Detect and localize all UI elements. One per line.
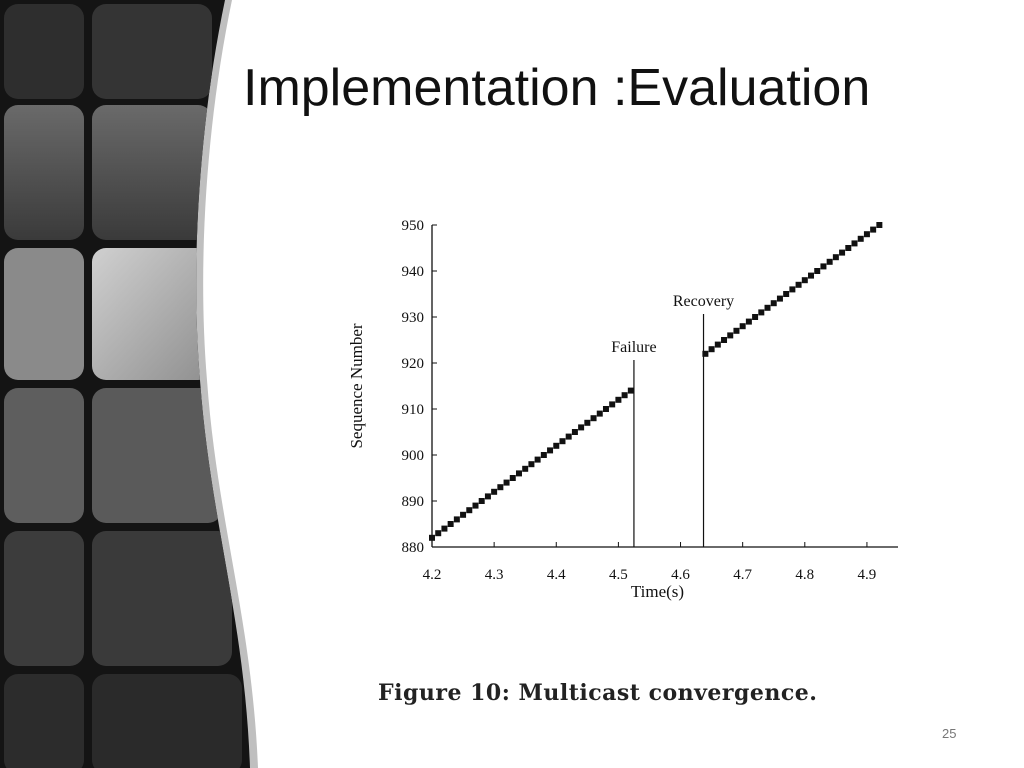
x-tick-label: 4.7 (733, 567, 752, 583)
data-point (429, 534, 435, 541)
data-point (808, 272, 815, 279)
data-point (540, 452, 547, 458)
x-tick-label: 4.4 (547, 567, 566, 583)
data-point (478, 498, 485, 504)
data-point (503, 479, 510, 486)
x-axis-label: Time(s) (631, 582, 684, 601)
y-tick-label: 940 (402, 264, 425, 280)
data-point (851, 240, 858, 247)
x-tick-label: 4.9 (858, 567, 877, 583)
data-point (522, 465, 529, 472)
data-point (584, 419, 591, 426)
data-point (615, 396, 622, 403)
y-tick-label: 930 (402, 310, 425, 326)
y-tick-label: 880 (402, 540, 425, 556)
data-point (528, 461, 535, 468)
x-tick-label: 4.2 (423, 567, 442, 583)
data-point (764, 304, 771, 311)
data-point (739, 323, 746, 330)
data-point (789, 286, 796, 293)
data-point (621, 392, 628, 399)
data-point (453, 516, 460, 523)
y-tick-label: 920 (402, 356, 425, 372)
data-point (839, 249, 846, 256)
data-point (472, 502, 479, 509)
data-point (609, 401, 616, 408)
data-point (491, 488, 498, 495)
data-point (745, 318, 752, 325)
data-point (602, 406, 609, 412)
data-point (627, 387, 634, 394)
sequence-number-chart: 880 890 900 910 920 930 940 950 4.2 4.3 4.4 4.5 4.6… (347, 218, 898, 601)
data-point (845, 245, 852, 251)
data-point (721, 337, 728, 343)
data-points (429, 222, 883, 541)
chart-annotations: Failure Recovery (611, 293, 734, 547)
data-point (447, 521, 454, 527)
data-point (708, 346, 715, 353)
figure-caption: Figure 10: Multicast convergence. (378, 680, 818, 706)
data-point (832, 254, 839, 261)
slide-number: 25 (942, 726, 957, 741)
y-axis-ticks: 880 890 900 910 920 930 940 950 (402, 218, 437, 556)
data-point (441, 525, 448, 532)
y-tick-label: 950 (402, 218, 425, 234)
data-point (534, 456, 541, 463)
data-point (733, 327, 740, 334)
y-tick-label: 900 (402, 448, 425, 464)
data-point (571, 429, 578, 435)
data-point (795, 281, 802, 288)
data-point (758, 309, 765, 316)
data-point (870, 226, 877, 233)
annotation-recovery: Recovery (673, 293, 734, 310)
data-point (857, 235, 864, 242)
data-point (876, 222, 883, 228)
data-point (578, 424, 585, 431)
data-point (484, 493, 491, 500)
decorative-tile-panel (0, 0, 258, 768)
data-point (820, 263, 827, 270)
data-point (783, 291, 790, 297)
data-point (770, 300, 777, 307)
x-tick-label: 4.5 (609, 567, 628, 583)
data-point (460, 511, 467, 518)
data-point (863, 231, 870, 238)
data-point (826, 258, 833, 265)
x-tick-label: 4.3 (485, 567, 504, 583)
data-point (565, 433, 572, 440)
data-point (776, 295, 783, 302)
x-tick-label: 4.6 (671, 567, 690, 583)
x-tick-label: 4.8 (795, 567, 814, 583)
data-point (596, 410, 603, 417)
data-point (714, 341, 721, 348)
data-point (547, 447, 554, 454)
data-point (466, 507, 473, 514)
x-axis-ticks: 4.2 4.3 4.4 4.5 4.6 4.7 4.8 4.9 (423, 542, 877, 583)
data-point (814, 268, 821, 274)
chart-axes (431, 225, 898, 548)
data-point (515, 470, 522, 477)
slide-title: Implementation :Evaluation (243, 59, 871, 117)
annotation-failure: Failure (611, 339, 656, 356)
data-point (509, 475, 516, 481)
y-tick-label: 890 (402, 494, 425, 510)
data-point (435, 530, 442, 537)
y-tick-label: 910 (402, 402, 425, 418)
data-point (553, 442, 560, 449)
data-point (752, 314, 759, 320)
data-point (590, 415, 597, 422)
data-point (559, 438, 566, 445)
y-axis-label: Sequence Number (347, 323, 366, 448)
data-point (727, 332, 734, 339)
data-point (497, 484, 504, 491)
data-point (801, 277, 808, 284)
data-point (702, 350, 709, 357)
